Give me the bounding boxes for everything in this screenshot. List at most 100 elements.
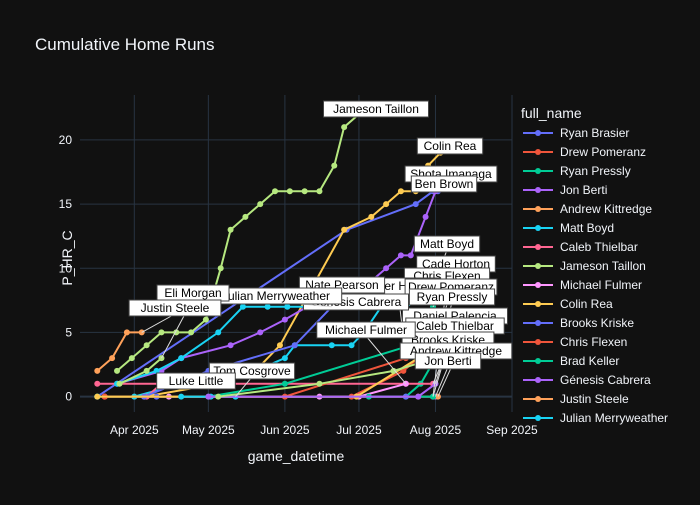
legend-swatch-marker xyxy=(535,225,541,231)
series-jameson-taillon xyxy=(114,111,362,374)
annotation: Eli Morgan xyxy=(156,284,230,359)
legend-item: Colin Rea xyxy=(523,297,613,311)
legend-label: Ryan Pressly xyxy=(560,164,631,178)
legend-item: Génesis Cabrera xyxy=(523,373,651,387)
data-point xyxy=(264,303,271,310)
legend-item: Ryan Pressly xyxy=(523,164,631,178)
annotation-box xyxy=(416,137,484,155)
data-point xyxy=(341,226,348,233)
y-tick-label: 20 xyxy=(59,133,73,147)
legend-item: Michael Fulmer xyxy=(523,278,642,292)
legend-label: Brooks Kriske xyxy=(560,316,634,330)
legend-swatch-marker xyxy=(535,396,541,402)
x-tick-label: Jun 2025 xyxy=(260,423,310,437)
data-point xyxy=(94,367,101,374)
data-point xyxy=(242,213,249,220)
legend-label: Justin Steele xyxy=(560,392,629,406)
data-point xyxy=(158,329,165,336)
y-tick-label: 0 xyxy=(65,390,72,404)
legend-label: Jon Berti xyxy=(560,183,607,197)
series-justin-steele xyxy=(94,329,145,374)
data-point xyxy=(178,355,185,362)
legend-label: Drew Pomeranz xyxy=(560,145,646,159)
legend-item: Chris Flexen xyxy=(523,335,627,349)
annotation: Colin Rea xyxy=(416,137,484,155)
annotation: Michael Fulmer xyxy=(316,321,416,385)
data-point xyxy=(415,393,422,400)
y-tick-label: 10 xyxy=(59,261,73,275)
legend-swatch-marker xyxy=(535,187,541,193)
annotation-box xyxy=(323,100,429,118)
data-point xyxy=(128,355,135,362)
y-tick-label: 5 xyxy=(65,325,72,339)
legend-swatch-marker xyxy=(535,358,541,364)
data-point xyxy=(205,393,212,400)
data-point xyxy=(239,303,246,310)
data-point xyxy=(116,380,123,387)
legend-swatch-marker xyxy=(535,339,541,345)
data-point xyxy=(143,367,150,374)
data-point xyxy=(202,316,209,323)
data-point xyxy=(178,393,185,400)
data-point xyxy=(257,329,264,336)
legend-item: Justin Steele xyxy=(523,392,629,406)
data-point xyxy=(291,342,298,349)
legend-swatch-marker xyxy=(535,377,541,383)
data-point xyxy=(153,367,160,374)
data-point xyxy=(257,201,264,208)
annotation-arrow xyxy=(435,366,449,397)
data-point xyxy=(331,162,338,169)
legend-label: Colin Rea xyxy=(560,297,613,311)
legend-swatch-marker xyxy=(535,206,541,212)
data-point xyxy=(348,342,355,349)
data-point xyxy=(286,188,293,195)
annotation-box xyxy=(414,352,482,370)
data-point xyxy=(227,226,234,233)
data-point xyxy=(412,201,419,208)
legend-label: Génesis Cabrera xyxy=(560,373,651,387)
annotation-label: Jon Berti xyxy=(424,354,471,368)
annotation-arrow xyxy=(141,313,176,333)
legend-item: Ryan Brasier xyxy=(523,126,629,140)
annotation-label: Jameson Taillon xyxy=(333,102,419,116)
data-point xyxy=(123,329,130,336)
annotation: Justin Steele xyxy=(128,299,222,333)
annotation-label: Ben Brown xyxy=(415,177,474,191)
data-point xyxy=(390,367,397,374)
annotation-label: Eli Morgan xyxy=(164,286,221,300)
data-point xyxy=(281,355,288,362)
data-point xyxy=(217,265,224,272)
x-tick-label: Jul 2025 xyxy=(336,423,382,437)
legend-label: Jameson Taillon xyxy=(560,259,646,273)
legend-label: Chris Flexen xyxy=(560,335,627,349)
legend-swatch-marker xyxy=(535,415,541,421)
legend-label: Julian Merryweather xyxy=(560,411,668,425)
legend-item: Jameson Taillon xyxy=(523,259,646,273)
annotation-arrow xyxy=(235,376,253,397)
chart-title: Cumulative Home Runs xyxy=(35,35,215,54)
data-point xyxy=(422,213,429,220)
legend-label: Andrew Kittredge xyxy=(560,202,652,216)
annotation-box xyxy=(156,372,236,390)
legend-label: Matt Boyd xyxy=(560,221,614,235)
annotation-box xyxy=(413,235,481,253)
data-point xyxy=(143,342,150,349)
series-line xyxy=(96,331,142,372)
x-axis-title: game_datetime xyxy=(248,448,345,464)
annotation-label: Matt Boyd xyxy=(420,237,474,251)
data-point xyxy=(301,188,308,195)
data-point xyxy=(397,252,404,259)
data-point xyxy=(215,329,222,336)
annotation: Jon Berti xyxy=(414,352,482,397)
data-point xyxy=(272,188,279,195)
legend-item: Matt Boyd xyxy=(523,221,614,235)
annotation: Ryan Pressly xyxy=(408,288,496,359)
data-point xyxy=(407,252,414,259)
data-point xyxy=(383,201,390,208)
legend: Ryan Brasier Drew Pomeranz Ryan Pressly Jon… xyxy=(523,126,668,425)
data-point xyxy=(397,188,404,195)
legend-item: Brad Keller xyxy=(523,354,619,368)
